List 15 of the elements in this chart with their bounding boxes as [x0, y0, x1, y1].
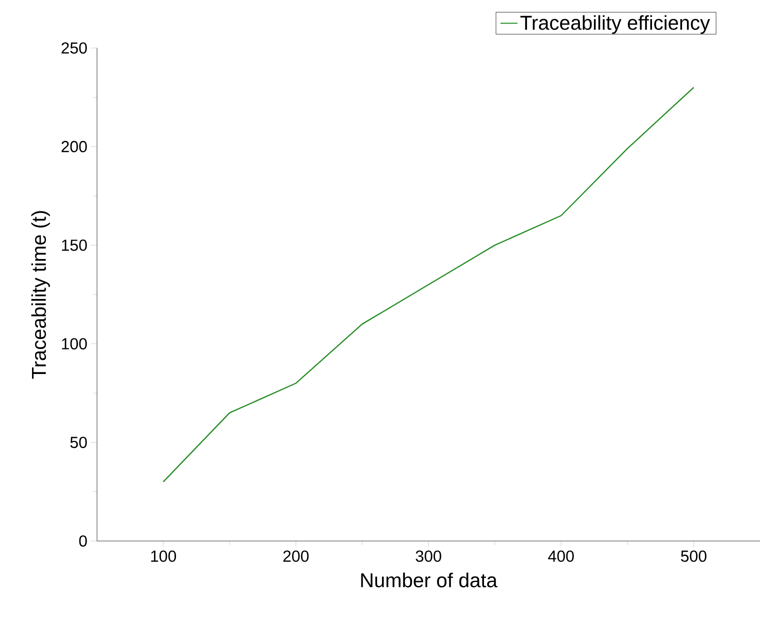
x-tick-label: 500	[680, 550, 706, 562]
x-tick-label: 100	[151, 550, 176, 562]
line-series	[162, 86, 694, 482]
x-axis-title: Number of data	[361, 572, 498, 588]
x-tick-label: 400	[548, 550, 574, 562]
y-axis-title: Traceability time (t)	[31, 211, 50, 379]
y-tick-label: 200	[62, 140, 87, 152]
legend-label: Traceability efficiency	[520, 15, 710, 34]
y-tick-label: 150	[62, 240, 87, 251]
x-tick-label: 200	[283, 550, 309, 562]
y-tick-label: 0	[79, 535, 87, 547]
y-tick-label: 100	[62, 338, 87, 350]
x-tick-label: 300	[416, 550, 442, 562]
y-tick-label: 250	[62, 42, 87, 54]
y-tick-label: 50	[70, 436, 87, 448]
